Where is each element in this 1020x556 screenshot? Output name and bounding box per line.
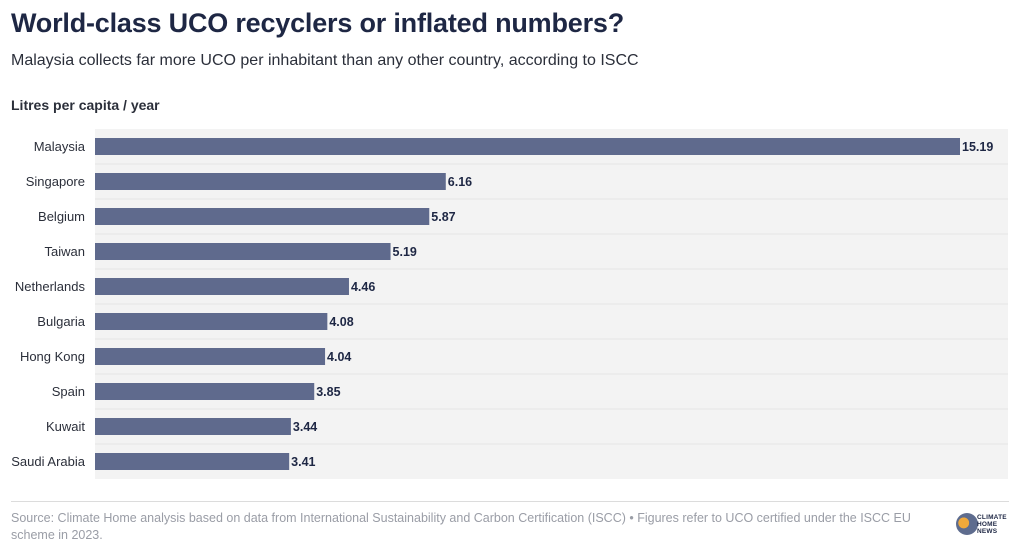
value-label: 15.19: [962, 140, 993, 154]
value-label: 3.44: [293, 420, 317, 434]
bar[interactable]: [95, 243, 391, 260]
category-label: Singapore: [26, 174, 85, 189]
bar[interactable]: [95, 138, 960, 155]
bar[interactable]: [95, 453, 290, 470]
footer-divider: [11, 501, 1009, 502]
category-label: Malaysia: [34, 139, 86, 154]
logo-globe-icon: [956, 513, 978, 535]
logo-text: CLIMATE HOME NEWS: [977, 514, 1007, 535]
category-label: Netherlands: [15, 279, 86, 294]
bar-chart: Malaysia 15.19 Singapore 6.16 Belgium 5.87 Tai…: [11, 129, 1008, 479]
logo-line-2: HOME: [977, 521, 998, 528]
value-label: 5.87: [431, 210, 455, 224]
value-label: 6.16: [448, 175, 472, 189]
bar[interactable]: [95, 313, 328, 330]
source-note: Source: Climate Home analysis based on d…: [11, 511, 911, 542]
value-label: 4.46: [351, 280, 375, 294]
category-label: Bulgaria: [37, 314, 85, 329]
value-label: 4.04: [327, 350, 351, 364]
chart-title: World-class UCO recyclers or inflated nu…: [11, 8, 624, 38]
logo-line-3: NEWS: [977, 528, 998, 535]
value-label: 5.19: [393, 245, 417, 259]
category-label: Belgium: [38, 209, 85, 224]
value-label: 3.85: [316, 385, 340, 399]
bar[interactable]: [95, 278, 349, 295]
category-label: Saudi Arabia: [11, 454, 85, 469]
climate-home-news-logo[interactable]: CLIMATE HOME NEWS: [956, 511, 1012, 541]
category-label: Kuwait: [46, 419, 85, 434]
chart-subtitle: Malaysia collects far more UCO per inhab…: [11, 52, 639, 69]
bar[interactable]: [95, 418, 291, 435]
category-label: Hong Kong: [20, 349, 85, 364]
logo-line-1: CLIMATE: [977, 514, 1007, 521]
bar[interactable]: [95, 208, 430, 225]
value-label: 3.41: [291, 455, 315, 469]
bar[interactable]: [95, 383, 315, 400]
category-label: Spain: [52, 384, 85, 399]
axis-label: Litres per capita / year: [11, 97, 160, 113]
category-label: Taiwan: [45, 244, 85, 259]
value-label: 4.08: [329, 315, 353, 329]
bar[interactable]: [95, 348, 326, 365]
bar[interactable]: [95, 173, 446, 190]
